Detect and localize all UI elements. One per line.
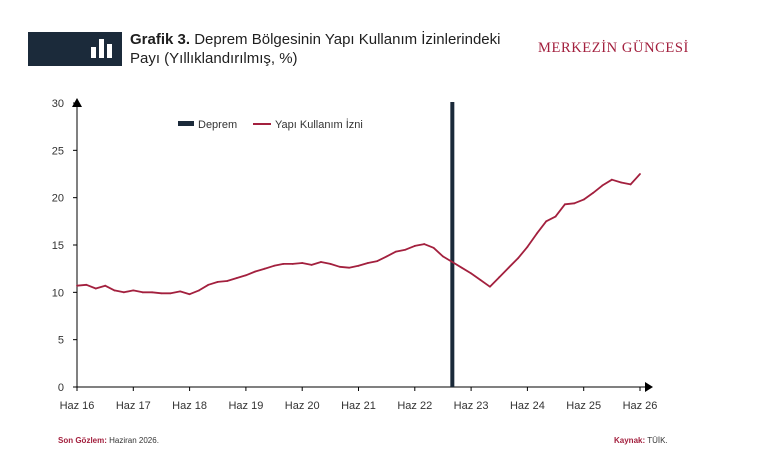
data-point: [498, 276, 501, 279]
y-tick-label: 15: [52, 240, 64, 252]
data-point: [94, 287, 97, 290]
data-point: [582, 198, 585, 201]
data-point: [423, 243, 426, 245]
last-observation-value: Haziran 2026.: [106, 436, 159, 445]
data-point: [451, 261, 454, 263]
data-point: [610, 178, 613, 181]
y-tick-label: 30: [52, 98, 64, 110]
data-point: [245, 274, 247, 277]
data-point: [226, 280, 229, 282]
x-tick-label: Haz 20: [285, 400, 320, 412]
data-point: [564, 203, 566, 206]
data-point: [141, 291, 144, 294]
data-point: [395, 250, 397, 253]
data-point: [620, 181, 623, 184]
data-point: [460, 266, 463, 269]
last-observation-label: Son Gözlem:: [58, 436, 107, 445]
x-tick-label: Haz 16: [60, 400, 95, 412]
last-observation-note: Son Gözlem: Haziran 2026.: [58, 436, 159, 445]
figure-label: Grafik 3.: [130, 31, 191, 48]
chart-badge: [28, 32, 122, 66]
data-point: [488, 285, 491, 288]
series-line-yapi-kullanim-izni: [76, 173, 641, 296]
data-point: [263, 267, 266, 270]
data-point: [132, 289, 135, 292]
x-tick-label: Haz 22: [397, 400, 432, 412]
data-point: [366, 262, 369, 264]
x-tick-label: Haz 25: [566, 400, 601, 412]
data-point: [535, 232, 538, 235]
data-point: [85, 283, 88, 286]
data-point: [601, 184, 604, 187]
data-point: [188, 293, 191, 296]
data-point: [554, 215, 557, 218]
data-point: [404, 248, 407, 251]
data-point: [254, 270, 257, 273]
data-point: [76, 284, 78, 287]
data-point: [629, 183, 632, 186]
bar-chart-icon: [91, 39, 112, 58]
legend-swatch-deprem: [178, 121, 194, 126]
data-point: [310, 263, 313, 266]
x-tick-label: Haz 23: [454, 400, 489, 412]
data-point: [348, 266, 351, 269]
data-point: [160, 292, 163, 295]
brand-logo: MERKEZİN GÜNCESİ: [538, 40, 689, 56]
data-point: [573, 202, 576, 205]
y-tick-label: 0: [58, 382, 64, 394]
data-point: [592, 192, 594, 194]
x-tick-label: Haz 21: [341, 400, 376, 412]
data-point: [385, 255, 388, 258]
data-point: [526, 245, 529, 248]
data-point: [291, 263, 294, 265]
data-point: [413, 245, 416, 247]
data-point: [357, 264, 360, 267]
legend-label-yapi-kullanim-izni: Yapı Kullanım İzni: [275, 118, 363, 131]
data-point: [151, 291, 153, 294]
data-point: [329, 263, 332, 265]
chart-title: Grafik 3. Deprem Bölgesinin Yapı Kullanı…: [130, 30, 520, 68]
data-point: [207, 283, 210, 286]
x-tick-label: Haz 18: [172, 400, 207, 412]
data-point: [235, 277, 238, 280]
source-label: Kaynak:: [614, 436, 646, 445]
x-tick-label: Haz 19: [228, 400, 263, 412]
data-point: [320, 261, 322, 263]
x-axis-arrow: [645, 382, 653, 392]
data-point: [545, 220, 548, 223]
y-tick-label: 25: [52, 145, 64, 157]
data-point: [338, 265, 341, 268]
data-point: [470, 272, 472, 275]
x-tick-label: Haz 26: [623, 400, 658, 412]
data-point: [179, 290, 182, 293]
figure-title: Deprem Bölgesinin Yapı Kullanım İzinleri…: [130, 31, 501, 67]
data-point: [273, 264, 275, 267]
legend-label-deprem: Deprem: [198, 119, 237, 131]
data-point: [507, 266, 510, 269]
data-point: [104, 284, 107, 287]
data-point: [479, 279, 482, 281]
data-point: [113, 289, 116, 292]
y-tick-label: 20: [52, 193, 64, 205]
data-point: [123, 291, 125, 294]
y-tick-label: 10: [52, 287, 64, 299]
data-point: [169, 292, 172, 295]
source-value: TÜİK.: [645, 436, 668, 445]
data-point: [639, 173, 641, 175]
y-tick-label: 5: [58, 335, 64, 347]
data-point: [432, 246, 435, 249]
source-note: Kaynak: TÜİK.: [614, 436, 668, 445]
data-point: [198, 289, 200, 292]
x-tick-label: Haz 24: [510, 400, 545, 412]
data-point: [442, 255, 444, 258]
data-point: [301, 262, 304, 264]
data-point: [216, 281, 219, 283]
x-tick-label: Haz 17: [116, 400, 151, 412]
data-point: [376, 260, 379, 262]
data-point: [282, 263, 285, 265]
data-point: [517, 257, 519, 260]
